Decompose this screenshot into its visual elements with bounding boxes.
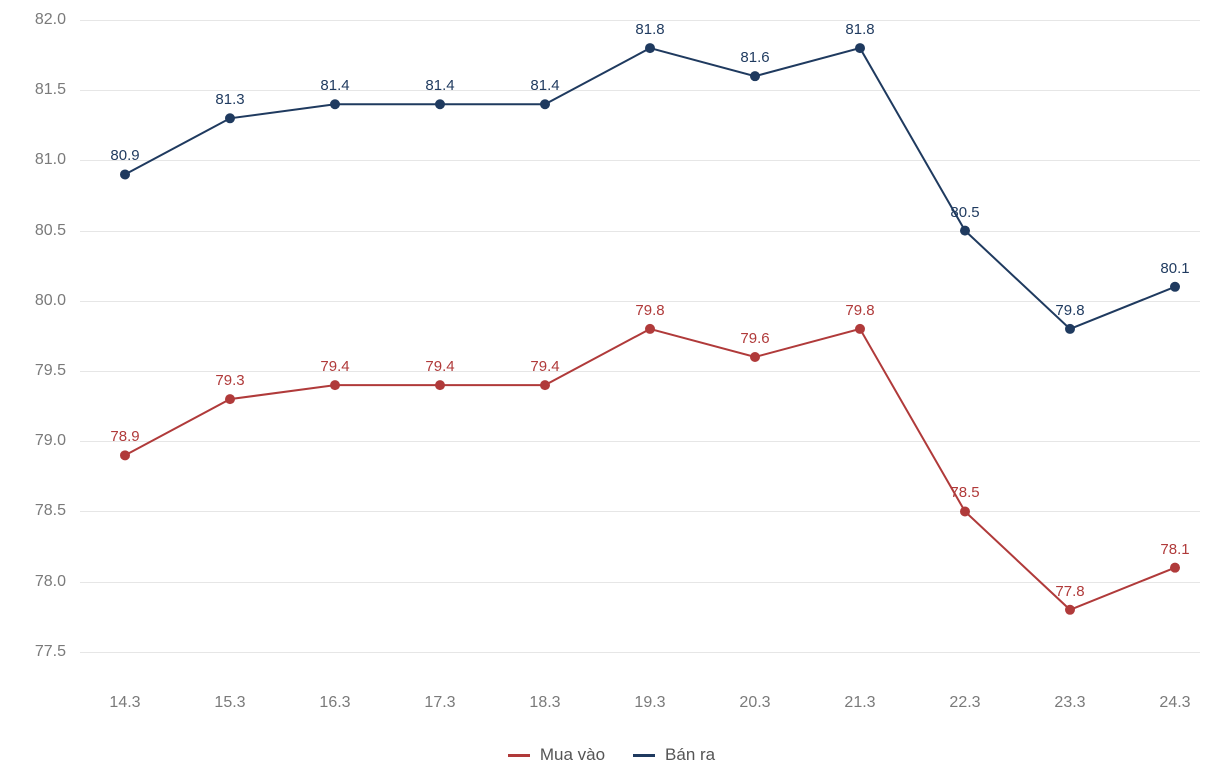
- data-label: 79.4: [320, 358, 349, 375]
- data-label: 81.4: [530, 77, 559, 94]
- series-point: [750, 71, 760, 81]
- legend-item: Mua vào: [508, 745, 605, 765]
- series-point: [1170, 563, 1180, 573]
- data-label: 80.5: [950, 204, 979, 221]
- data-label: 79.4: [530, 358, 559, 375]
- series-point: [645, 324, 655, 334]
- data-label: 79.4: [425, 358, 454, 375]
- series-point: [540, 99, 550, 109]
- line-chart: 77.578.078.579.079.580.080.581.081.582.0…: [0, 0, 1223, 777]
- data-label: 81.8: [635, 21, 664, 38]
- series-point: [225, 113, 235, 123]
- series-point: [120, 169, 130, 179]
- data-label: 81.4: [425, 77, 454, 94]
- data-label: 81.4: [320, 77, 349, 94]
- chart-svg: [0, 0, 1223, 777]
- series-point: [435, 99, 445, 109]
- data-label: 81.6: [740, 49, 769, 66]
- series-point: [645, 43, 655, 53]
- data-label: 78.5: [950, 484, 979, 501]
- series-point: [435, 380, 445, 390]
- data-label: 81.3: [215, 91, 244, 108]
- series-point: [330, 380, 340, 390]
- series-point: [855, 43, 865, 53]
- data-label: 78.9: [110, 428, 139, 445]
- data-label: 79.8: [845, 302, 874, 319]
- data-label: 80.9: [110, 147, 139, 164]
- data-label: 79.8: [1055, 302, 1084, 319]
- series-point: [750, 352, 760, 362]
- series-point: [855, 324, 865, 334]
- legend-label: Mua vào: [540, 745, 605, 765]
- series-point: [225, 394, 235, 404]
- series-line-0: [125, 329, 1175, 610]
- series-line-1: [125, 48, 1175, 329]
- series-point: [120, 450, 130, 460]
- data-label: 77.8: [1055, 583, 1084, 600]
- series-point: [960, 226, 970, 236]
- legend-swatch: [633, 754, 655, 757]
- legend-item: Bán ra: [633, 745, 715, 765]
- series-point: [1065, 605, 1075, 615]
- legend-swatch: [508, 754, 530, 757]
- data-label: 79.8: [635, 302, 664, 319]
- legend: Mua vào Bán ra: [0, 745, 1223, 765]
- series-point: [330, 99, 340, 109]
- series-point: [1065, 324, 1075, 334]
- series-point: [1170, 282, 1180, 292]
- data-label: 80.1: [1160, 260, 1189, 277]
- data-label: 79.6: [740, 330, 769, 347]
- data-label: 81.8: [845, 21, 874, 38]
- series-point: [960, 506, 970, 516]
- legend-label: Bán ra: [665, 745, 715, 765]
- series-point: [540, 380, 550, 390]
- data-label: 78.1: [1160, 541, 1189, 558]
- data-label: 79.3: [215, 372, 244, 389]
